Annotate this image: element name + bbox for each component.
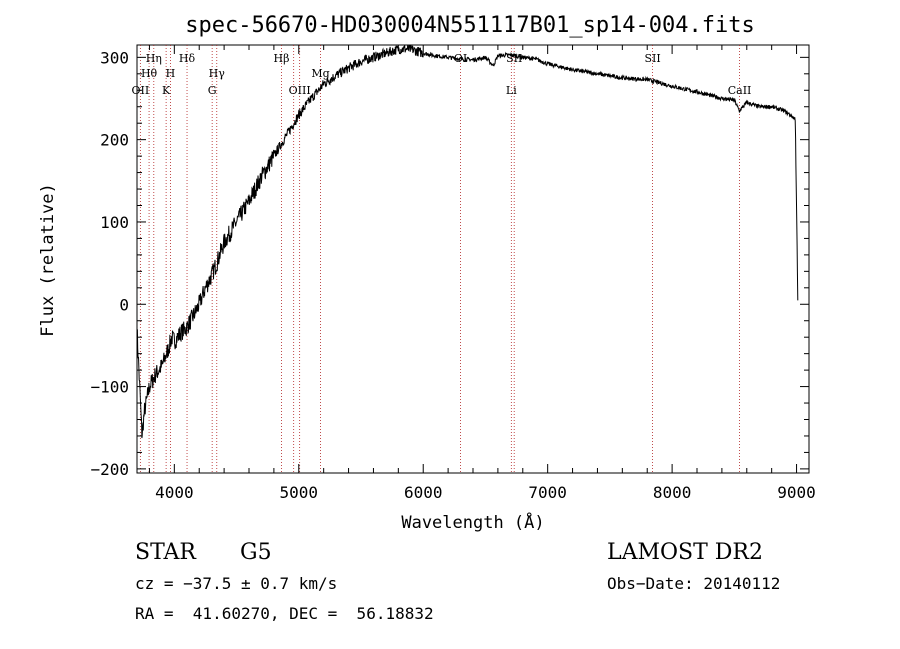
line-label-Hη: Hη bbox=[146, 52, 162, 65]
x-tick-label: 5000 bbox=[280, 483, 319, 502]
y-tick-label: 100 bbox=[100, 213, 129, 232]
y-axis-label: Flux (relative) bbox=[38, 183, 58, 337]
line-label-OIII: OIII bbox=[289, 84, 311, 97]
y-axis-ticks: −200 −100 0 100 200 300 bbox=[90, 48, 809, 479]
observation-date: Obs−Date: 20140112 bbox=[607, 574, 781, 593]
coordinates: RA = 41.60270, DEC = 56.18832 bbox=[135, 604, 434, 623]
object-subclass: G5 bbox=[240, 540, 272, 565]
y-tick-label: 200 bbox=[100, 131, 129, 150]
line-label-G: G bbox=[208, 84, 217, 97]
line-label-K: K bbox=[162, 84, 171, 97]
plot-frame bbox=[136, 44, 810, 474]
y-tick-label: 300 bbox=[100, 48, 129, 67]
line-label-Hδ: Hδ bbox=[179, 52, 196, 65]
line-label-OI: OI bbox=[454, 52, 467, 65]
line-label-Hβ: Hβ bbox=[274, 52, 290, 65]
x-axis-label: Wavelength (Å) bbox=[401, 511, 544, 533]
y-tick-label: 0 bbox=[119, 295, 129, 314]
line-label-H: H bbox=[166, 67, 176, 80]
x-tick-label: 8000 bbox=[653, 483, 692, 502]
y-tick-label: −200 bbox=[90, 460, 129, 479]
line-label-CaII: CaII bbox=[728, 84, 752, 97]
x-tick-label: 6000 bbox=[404, 483, 443, 502]
line-label-SII: SII bbox=[644, 52, 660, 65]
y-tick-label: −100 bbox=[90, 378, 129, 397]
x-tick-label: 4000 bbox=[155, 483, 194, 502]
redshift-info: cz = −37.5 ± 0.7 km/s bbox=[135, 574, 338, 593]
line-label-Hθ: Hθ bbox=[141, 67, 158, 80]
spectral-line-markers bbox=[139, 45, 740, 473]
x-tick-label: 9000 bbox=[777, 483, 816, 502]
spectrum-line bbox=[136, 44, 799, 439]
line-label-Hγ: Hγ bbox=[209, 67, 226, 80]
x-axis-ticks: 4000 5000 6000 7000 8000 9000 bbox=[148, 45, 816, 502]
line-label-Li: Li bbox=[506, 84, 517, 97]
survey-name: LAMOST DR2 bbox=[607, 540, 763, 565]
x-tick-label: 7000 bbox=[528, 483, 567, 502]
object-class: STAR bbox=[135, 540, 196, 565]
line-label-Mg: Mg bbox=[311, 67, 329, 80]
chart-title: spec-56670-HD030004N551117B01_sp14-004.f… bbox=[185, 13, 755, 38]
